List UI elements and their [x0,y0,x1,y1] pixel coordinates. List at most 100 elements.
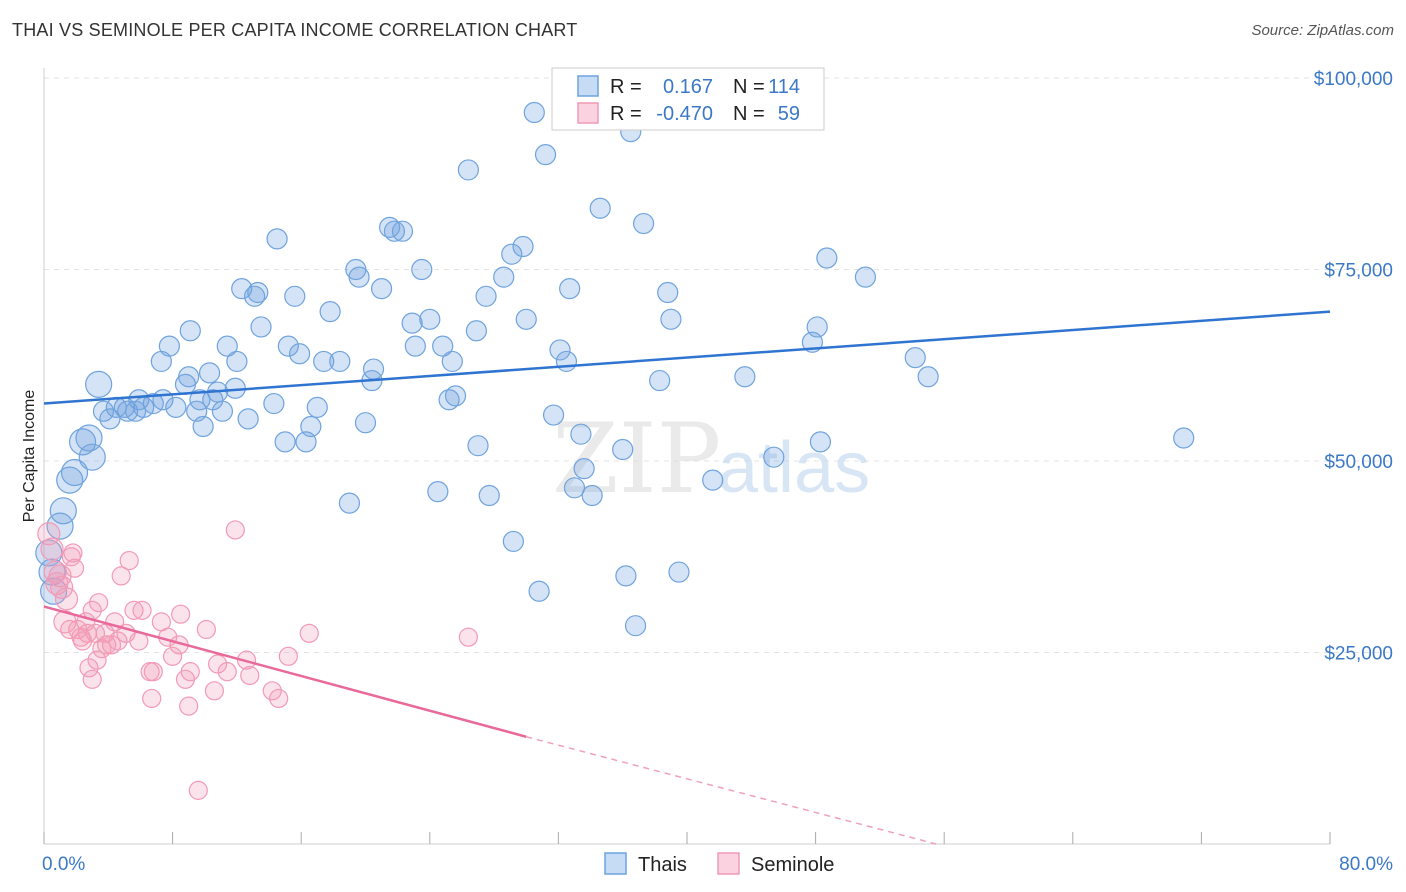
point-thais-112 [904,346,926,369]
trend-line-thais [43,310,1331,405]
point-thais-87 [549,339,571,361]
watermark-zip: ZIP [552,403,721,515]
point-seminole-47 [196,619,216,640]
point-thais-93 [581,484,603,507]
stats-r-value-thais: 0.167 [663,76,713,98]
point-seminole-46 [188,780,208,800]
point-thais-9 [78,443,106,471]
point-thais-84 [528,580,550,602]
point-seminole-19 [82,669,102,689]
point-thais-60 [370,278,393,300]
point-seminole-37 [143,662,163,682]
stats-n-value-thais: 114 [768,76,800,98]
point-thais-89 [559,278,581,300]
point-thais-88 [555,350,578,373]
point-thais-63 [391,220,414,242]
legend-label-thais: Thais [638,854,687,876]
point-thais-38 [237,408,259,430]
point-thais-54 [338,492,361,514]
point-seminole-1 [40,537,64,561]
series-thais [35,101,1195,637]
point-thais-92 [573,458,595,480]
point-thais-68 [427,481,449,503]
point-seminole-53 [240,665,260,686]
point-seminole-34 [132,600,152,620]
point-thais-40 [247,281,269,304]
point-thais-95 [612,438,634,461]
point-thais-10 [85,370,113,398]
point-seminole-55 [269,688,289,709]
point-thais-81 [512,235,534,258]
point-seminole-0 [37,522,61,546]
point-seminole-29 [111,566,131,586]
point-seminole-54 [262,681,282,701]
trend-line-seminole [43,605,527,738]
tick-labels: $25,000 $50,000 $75,000 $100,000 0.0% 80.0% [42,69,1393,875]
stats-r-value-seminole: -0.470 [656,103,713,125]
point-seminole-25 [97,635,117,655]
point-seminole-22 [89,593,109,613]
point-thais-80 [502,530,524,553]
point-seminole-45 [180,662,200,682]
point-thais-76 [475,285,497,307]
legend-label-seminole: Seminole [751,854,834,876]
point-thais-46 [284,285,306,307]
point-thais-28 [189,389,211,411]
point-thais-75 [467,435,489,457]
point-thais-91 [570,423,592,445]
point-thais-33 [211,400,234,422]
point-thais-45 [277,335,299,357]
point-thais-108 [806,316,828,338]
source-label: Source: ZipAtlas.com [1251,22,1394,39]
point-thais-5 [56,466,84,494]
point-thais-25 [178,366,200,388]
point-thais-85 [534,144,557,166]
point-thais-29 [192,415,214,438]
point-thais-59 [362,358,385,380]
point-seminole-36 [142,688,162,709]
stats-r-label-thais: R = [610,76,642,98]
point-seminole-44 [179,696,199,716]
stats-legend: R = 0.167 N = 114 R = -0.470 N = 59 [551,67,825,131]
trend-line-seminole-extension [526,736,937,845]
point-thais-86 [542,404,565,426]
y-tick-label-1: $50,000 [1324,452,1393,473]
point-thais-56 [348,266,370,288]
point-thais-69 [432,335,454,357]
point-thais-83 [523,101,545,124]
point-seminole-57 [299,623,319,643]
point-thais-104 [702,469,724,491]
point-thais-98 [624,615,647,637]
point-thais-79 [501,243,523,265]
point-thais-22 [158,335,180,357]
point-thais-36 [226,350,248,373]
point-thais-50 [306,396,328,418]
point-seminole-11 [64,558,85,578]
point-thais-72 [444,385,467,407]
point-thais-49 [300,415,322,438]
legend-swatch-seminole [717,852,740,875]
y-tick-label-3: $100,000 [1314,69,1393,90]
point-thais-114 [1173,427,1195,449]
point-thais-102 [660,308,682,330]
point-thais-101 [657,281,679,304]
point-seminole-28 [108,631,128,651]
point-thais-12 [99,408,121,430]
legend-swatch-thais [604,852,627,875]
point-thais-66 [411,258,433,281]
point-seminole-7 [54,587,79,611]
point-seminole-56 [278,646,298,666]
point-thais-6 [60,458,89,487]
x-tick-label-0: 0.0% [42,854,85,875]
x-tick-label-1: 80.0% [1339,854,1393,875]
point-thais-15 [116,400,139,422]
point-seminole-49 [208,654,228,674]
y-tick-label-2: $75,000 [1324,261,1393,282]
trend-lines [43,310,1331,845]
point-thais-109 [809,431,832,453]
point-thais-37 [231,278,253,300]
point-thais-96 [615,565,637,587]
point-thais-67 [419,308,441,330]
point-thais-26 [179,320,201,342]
